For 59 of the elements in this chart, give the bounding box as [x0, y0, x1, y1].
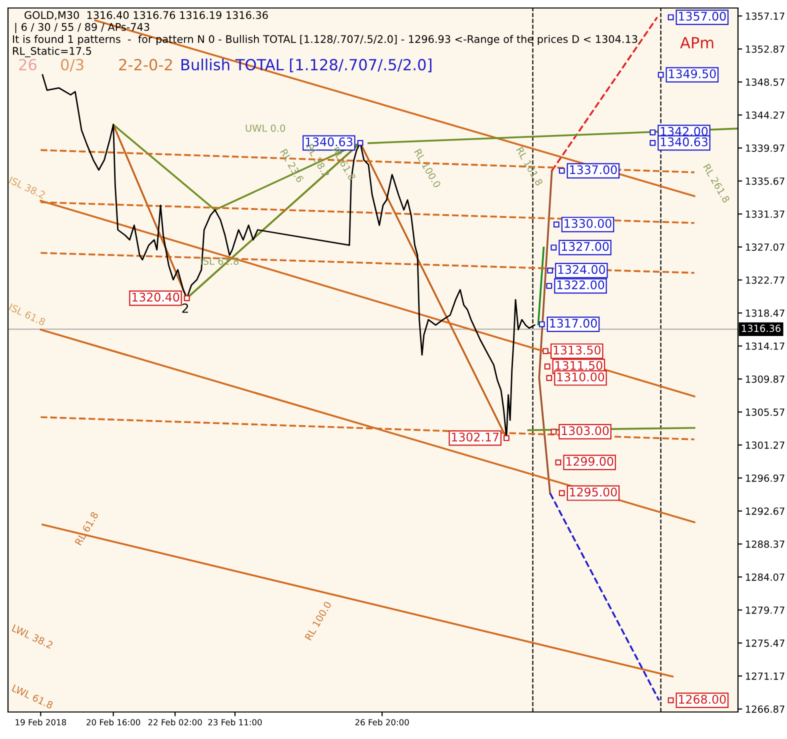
- data-label: 1295.00: [570, 488, 617, 497]
- annotation: GOLD,M30 1316.40 1316.76 1316.19 1316.36: [24, 11, 268, 20]
- data-label: 1317.00: [550, 318, 597, 328]
- data-label: 1327.00: [562, 242, 609, 251]
- y-tick-label: 1352.87: [746, 45, 784, 53]
- y-tick-label: 1271.17: [746, 672, 784, 680]
- data-label: 1299.00: [566, 456, 614, 466]
- data-label: 1357.00: [679, 12, 726, 21]
- y-tick-label: 1357.17: [746, 12, 784, 20]
- y-tick-label: 1344.27: [746, 111, 784, 119]
- data-label: 1313.50: [554, 346, 600, 355]
- data-label: 1320.40: [132, 292, 180, 302]
- y-tick-label: 1335.67: [746, 177, 784, 185]
- x-tick-label: 26 Feb 20:00: [355, 718, 409, 726]
- y-tick-label: 1288.37: [746, 540, 784, 548]
- y-tick-label: 1301.27: [746, 441, 784, 449]
- annotation: ISL 61.8: [8, 303, 46, 326]
- data-label: 1322.00: [557, 280, 604, 290]
- y-tick-label: 1322.77: [746, 276, 784, 284]
- annotation: APm: [680, 37, 714, 48]
- annotation: 26: [19, 58, 36, 70]
- data-label: 1342.00: [660, 126, 708, 136]
- annotation: RL_Static=17.5: [13, 46, 92, 58]
- x-tick-label: 19 Feb 2018: [16, 718, 66, 726]
- ref-line-label: 1316.36: [742, 324, 781, 332]
- y-tick-label: 1339.97: [746, 144, 784, 152]
- annotation: UWL 0.0: [246, 124, 286, 132]
- x-tick-label: 22 Feb 02:00: [148, 718, 202, 726]
- y-tick-label: 1314.17: [746, 342, 784, 350]
- data-label: 1340.63: [660, 137, 708, 146]
- y-tick-label: 1318.47: [746, 309, 784, 317]
- annotation: LWL 38.2: [12, 624, 54, 649]
- annotation: ISL 38.2: [8, 176, 46, 199]
- data-label: 1337.00: [570, 165, 617, 174]
- data-label: 1311.50: [556, 360, 602, 370]
- annotation: 2-2-0-2: [119, 58, 172, 70]
- y-tick-label: 1305.57: [746, 408, 784, 416]
- x-tick-label: 20 Feb 16:00: [86, 718, 140, 726]
- data-label: 1268.00: [679, 694, 726, 704]
- y-tick-label: 1266.87: [746, 705, 784, 713]
- data-label: 1303.00: [562, 426, 609, 436]
- data-label: 1302.17: [452, 432, 499, 442]
- y-tick-label: 1331.37: [746, 210, 784, 218]
- annotation: LWL 61.8: [12, 684, 54, 709]
- data-label: 1330.00: [564, 219, 612, 228]
- y-tick-label: 1296.97: [746, 474, 784, 482]
- y-tick-label: 1279.77: [746, 606, 784, 614]
- y-tick-label: 1327.07: [746, 243, 784, 251]
- data-label: 1349.50: [669, 69, 716, 78]
- data-label: 1324.00: [558, 265, 606, 274]
- data-label: 1310.00: [557, 372, 604, 382]
- annotation: 0/3: [61, 58, 84, 72]
- y-tick-label: 1275.47: [746, 639, 784, 647]
- y-tick-label: 1292.67: [746, 507, 784, 515]
- x-tick-label: 23 Feb 11:00: [208, 718, 262, 726]
- y-tick-label: 1348.57: [746, 78, 784, 86]
- y-tick-label: 1309.87: [746, 375, 784, 383]
- y-tick-label: 1284.07: [746, 573, 784, 581]
- annotation: 2: [182, 303, 188, 313]
